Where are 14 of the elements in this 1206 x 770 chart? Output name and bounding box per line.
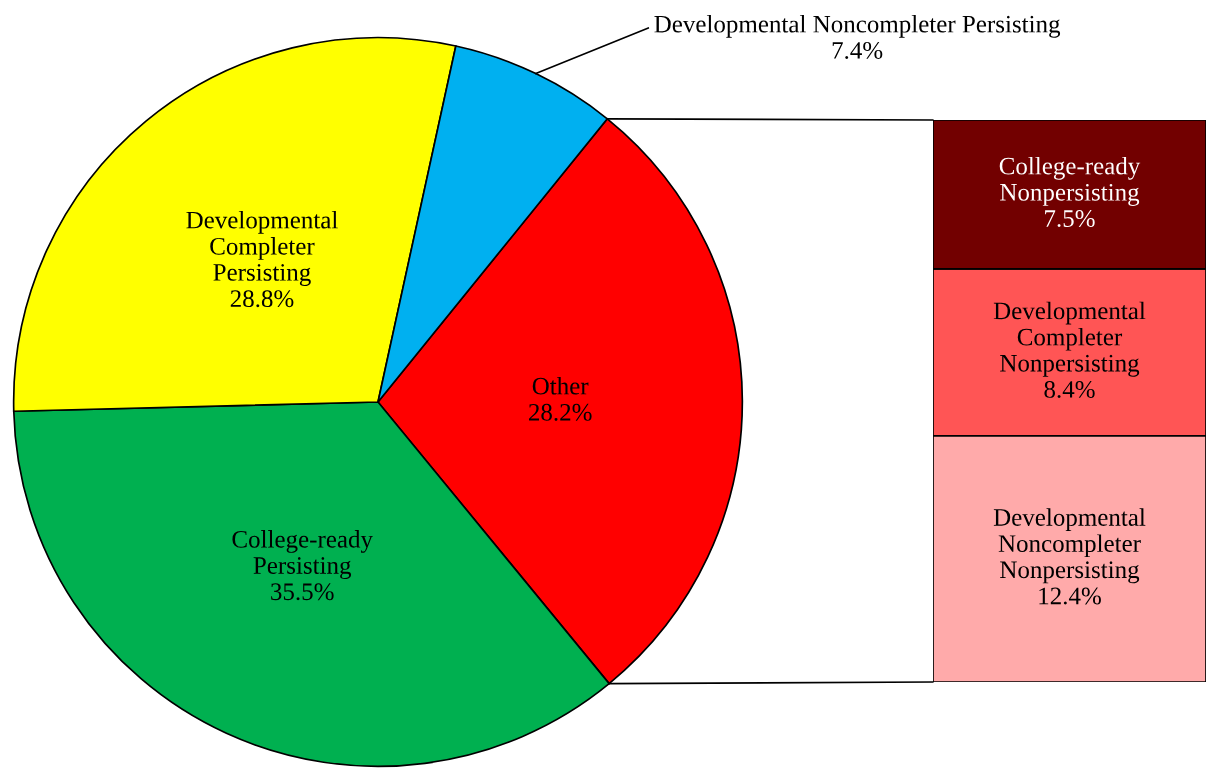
slice-label: Developmental Noncompleter Persisting — [654, 15, 1061, 38]
data-label: 12.4% — [1039, 587, 1101, 605]
series-label: College-ready Nonpersisting — [999, 156, 1141, 206]
data-label: 35.5% — [271, 583, 334, 601]
series-label: Developmental Noncompleter Nonpersisting — [993, 508, 1146, 584]
data-label: 28.8% — [230, 290, 294, 308]
slice-label: College-ready Persisting — [232, 530, 373, 580]
slice-label: Other — [532, 376, 589, 395]
data-label: 7.5% — [1045, 210, 1095, 228]
data-label: 7.4% — [832, 41, 883, 59]
data-label: 8.4% — [1044, 380, 1095, 398]
data-label: 28.2% — [528, 403, 592, 421]
slice-label: Developmental Completer Persisting — [186, 210, 338, 286]
series-label: Developmental Completer Nonpersisting — [993, 301, 1146, 377]
